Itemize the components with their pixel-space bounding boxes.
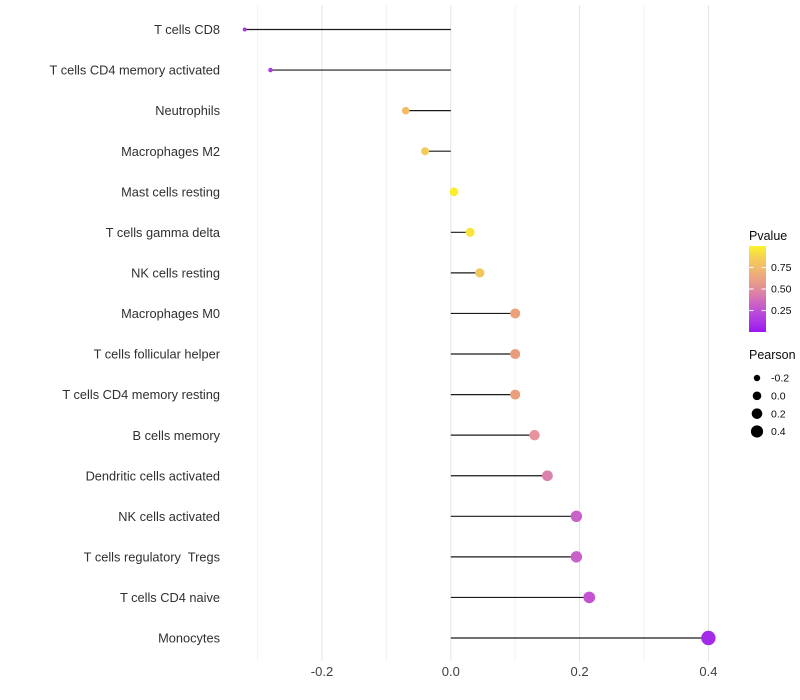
data-point: [268, 67, 273, 73]
x-tick-label: -0.2: [311, 664, 333, 679]
category-label: Macrophages M2: [121, 144, 220, 159]
dot-layer: [242, 27, 716, 646]
data-point: [449, 187, 459, 197]
category-label: T cells regulatory Tregs: [84, 549, 220, 564]
data-point: [510, 308, 521, 319]
data-point: [542, 470, 553, 482]
data-point: [510, 349, 521, 360]
category-label: NK cells resting: [131, 265, 220, 280]
data-point: [570, 551, 583, 563]
category-label: Mast cells resting: [121, 184, 220, 199]
category-label: Monocytes: [158, 631, 220, 646]
category-label: NK cells activated: [118, 509, 220, 524]
data-point: [510, 389, 521, 400]
size-legend-dot: [751, 408, 763, 419]
label-layer: T cells CD8 T cells CD4 memory activated N…: [50, 22, 718, 679]
x-tick-label: 0.4: [699, 664, 717, 679]
category-label: T cells CD8: [154, 22, 220, 37]
legend-layer: Pvalue Pearson 0.75 0.50 0.25 -0.2 0.0 0.2 0.4: [749, 229, 796, 438]
category-label: B cells memory: [133, 428, 221, 443]
data-point: [421, 147, 430, 156]
data-point: [401, 106, 410, 115]
size-legend-dot: [750, 425, 764, 438]
x-tick-label: 0.2: [571, 664, 589, 679]
size-legend-label: 0.4: [771, 426, 786, 438]
pvalue-legend-title: Pvalue: [749, 229, 787, 243]
category-label: T cells gamma delta: [106, 225, 221, 240]
size-legend-dot: [752, 391, 762, 401]
category-label: T cells CD4 memory activated: [50, 63, 220, 78]
data-point: [701, 630, 716, 646]
size-legend-label: -0.2: [771, 373, 789, 385]
category-label: T cells CD4 memory resting: [62, 387, 220, 402]
grid-layer: [257, 5, 709, 661]
category-label: T cells follicular helper: [94, 347, 221, 362]
data-point: [475, 268, 485, 278]
data-point: [242, 27, 247, 32]
pearson-legend-title: Pearson: [749, 348, 796, 362]
size-legend-label: 0.2: [771, 408, 786, 420]
data-point: [529, 429, 540, 441]
category-label: T cells CD4 naive: [120, 590, 220, 605]
pvalue-tick-label: 0.50: [771, 284, 792, 296]
category-label: Macrophages M0: [121, 306, 220, 321]
x-tick-label: 0.0: [442, 664, 460, 679]
stem-layer: [244, 28, 709, 639]
pvalue-tick-label: 0.25: [771, 305, 792, 317]
size-legend-label: 0.0: [771, 390, 786, 402]
data-point: [465, 227, 475, 237]
data-point: [583, 591, 596, 604]
category-label: Neutrophils: [155, 103, 220, 118]
category-label: Dendritic cells activated: [86, 468, 220, 483]
size-legend-dot: [753, 374, 761, 382]
pvalue-tick-label: 0.75: [771, 262, 792, 274]
data-point: [570, 510, 583, 522]
